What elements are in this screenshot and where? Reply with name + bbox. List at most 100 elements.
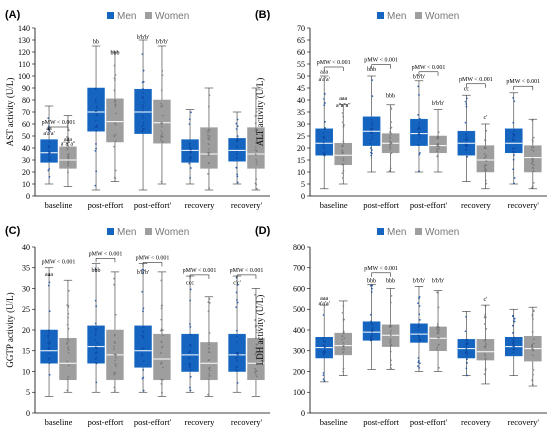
y-axis-label: LDH activity (U/L) xyxy=(255,295,265,365)
legend-label-men: Men xyxy=(117,227,136,238)
observation-dot xyxy=(341,311,344,314)
observation-dot xyxy=(48,156,51,159)
observation-dot xyxy=(513,336,516,339)
box-men-0 xyxy=(40,105,58,185)
observation-dot xyxy=(371,332,374,335)
observation-dot xyxy=(67,375,70,378)
observation-dot xyxy=(142,117,144,120)
observation-dot xyxy=(207,134,209,137)
significance-bracket xyxy=(95,258,116,263)
observation-dot xyxy=(513,100,516,103)
observation-dot xyxy=(255,150,258,153)
observation-dot xyxy=(484,345,486,348)
box-women-0 xyxy=(334,104,353,185)
observation-dot xyxy=(532,373,534,376)
observation-dot xyxy=(389,134,391,137)
observation-dot xyxy=(322,141,325,144)
observation-dot xyxy=(485,169,488,171)
observation-dot xyxy=(67,164,69,167)
observation-dot xyxy=(343,142,345,145)
observation-dot xyxy=(207,173,209,175)
observation-dot xyxy=(465,97,468,100)
observation-dot xyxy=(67,312,70,315)
observation-dot xyxy=(323,346,326,349)
observation-dot xyxy=(160,134,163,137)
observation-dot xyxy=(160,378,163,381)
legend-label-women: Women xyxy=(425,227,459,238)
observation-dot xyxy=(160,130,163,133)
observation-dot xyxy=(485,129,488,132)
observation-dot xyxy=(188,366,191,369)
observation-dot xyxy=(418,136,421,139)
observation-dot xyxy=(161,378,164,381)
box-women-2 xyxy=(153,45,171,185)
y-tick-label: 35 xyxy=(22,264,30,273)
observation-dot xyxy=(254,347,257,350)
observation-dot xyxy=(466,155,469,158)
box-women-0 xyxy=(59,115,77,187)
observation-dot xyxy=(142,369,145,371)
observation-dot xyxy=(207,131,210,134)
box-women-1 xyxy=(381,288,400,370)
observation-dot xyxy=(114,313,117,316)
chart-panel-2: (B) Men Women 0 5 10 15 20 25 30 35 40 45 50 55 60 65 70 A… xyxy=(255,9,547,210)
observation-dot xyxy=(343,124,345,126)
observation-dot xyxy=(513,151,516,153)
observation-dot xyxy=(436,150,439,153)
observation-dot xyxy=(513,177,516,179)
observation-dot xyxy=(142,389,145,392)
panel-label: (C) xyxy=(5,225,21,237)
observation-dot xyxy=(236,118,239,121)
observation-dot xyxy=(370,149,373,151)
observation-dot xyxy=(390,359,392,362)
observation-dot xyxy=(465,145,468,148)
observation-dot xyxy=(417,357,420,359)
observation-dot xyxy=(208,301,211,304)
y-tick-label: 5 xyxy=(301,180,305,189)
observation-dot xyxy=(95,362,98,365)
observation-dot xyxy=(142,326,145,329)
observation-dot xyxy=(235,341,238,343)
observation-dot xyxy=(254,318,257,321)
x-tick-label: recovery' xyxy=(231,200,263,210)
observation-dot xyxy=(48,373,51,376)
observation-dot xyxy=(208,341,210,344)
y-tick-label: 40 xyxy=(297,96,305,105)
significance-annotation: pMW < 0.001 xyxy=(364,266,398,272)
legend-swatch-women xyxy=(145,12,152,19)
observation-dot xyxy=(341,172,344,175)
observation-dot xyxy=(255,111,258,113)
observation-dot xyxy=(189,389,192,392)
observation-dot xyxy=(254,293,256,296)
observation-dot xyxy=(531,157,534,160)
observation-dot xyxy=(113,277,116,280)
observation-dot xyxy=(188,144,191,147)
legend-swatch-women xyxy=(145,228,152,235)
observation-dot xyxy=(483,373,486,376)
observation-dot xyxy=(418,125,421,128)
significance-bracket xyxy=(466,83,486,88)
observation-dot xyxy=(255,369,258,372)
observation-dot xyxy=(511,332,514,334)
box-women-3 xyxy=(476,304,495,385)
observation-dot xyxy=(369,142,372,145)
observation-dot xyxy=(322,143,325,146)
x-tick-label: baseline xyxy=(320,417,348,427)
observation-dot xyxy=(436,137,438,140)
observation-dot xyxy=(208,94,211,97)
observation-dot xyxy=(142,360,145,363)
observation-dot xyxy=(418,305,421,307)
observation-dot xyxy=(48,332,51,335)
observation-dot xyxy=(94,328,97,330)
observation-dot xyxy=(141,352,143,355)
observation-dot xyxy=(48,175,51,178)
observation-dot xyxy=(141,347,144,350)
observation-dot xyxy=(237,353,239,356)
observation-dot xyxy=(370,154,373,157)
observation-dot xyxy=(142,376,145,379)
observation-dot xyxy=(67,136,70,139)
observation-dot xyxy=(236,381,239,384)
observation-dot xyxy=(141,268,144,271)
observation-dot xyxy=(236,181,239,184)
observation-dot xyxy=(94,333,97,336)
